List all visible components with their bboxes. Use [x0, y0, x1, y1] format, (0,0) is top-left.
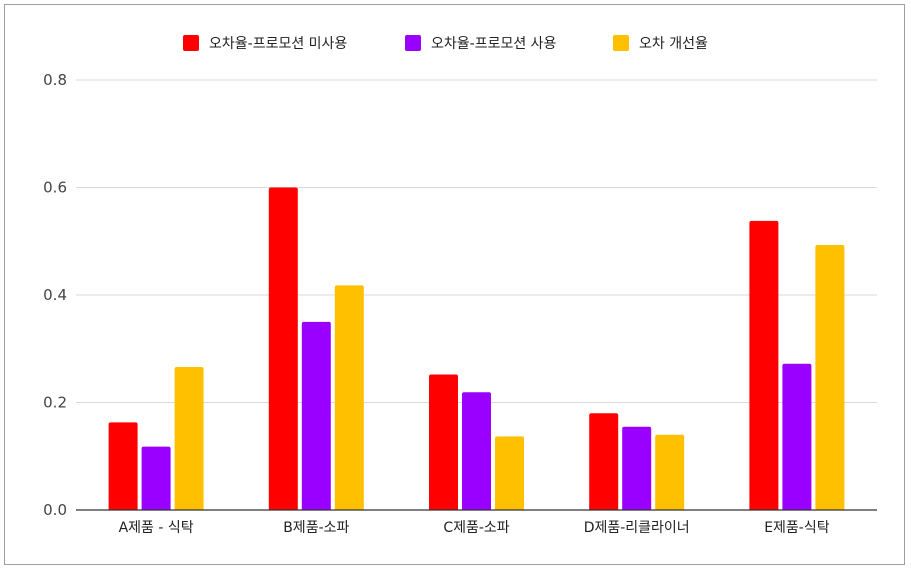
- bar-1-series-3: [174, 367, 204, 510]
- x-tick-label: D제품-리클라이너: [584, 520, 690, 536]
- y-tick-label: 0.2: [43, 394, 67, 412]
- x-tick-label: C제품-소파: [443, 520, 509, 536]
- bar-5-series-1: [749, 220, 779, 510]
- y-tick-label: 0.8: [43, 71, 67, 89]
- legend-swatch: [405, 35, 421, 51]
- bar-2-series-1: [268, 187, 298, 510]
- bars: [108, 187, 845, 510]
- bar-5-series-3: [815, 245, 845, 510]
- x-axis: A제품 - 식탁 B제품-소파 C제품-소파 D제품-리클라이너 E제품-식탁: [76, 509, 877, 536]
- legend-label: 오차율-프로모션 사용: [431, 36, 557, 52]
- bar-1-series-2: [141, 446, 171, 510]
- bar-4-series-3: [655, 434, 685, 510]
- x-tick-label: A제품 - 식탁: [119, 520, 194, 536]
- x-tick-label: E제품-식탁: [764, 520, 830, 536]
- bar-5-series-2: [782, 363, 812, 510]
- y-axis: 0.0 0.2 0.4 0.6 0.8: [43, 71, 67, 519]
- bar-4-series-1: [589, 413, 619, 510]
- legend: 오차율-프로모션 미사용 오차율-프로모션 사용 오차 개선율: [183, 35, 708, 52]
- legend-label: 오차 개선율: [639, 36, 708, 52]
- y-tick-label: 0.4: [43, 286, 67, 304]
- y-tick-label: 0.0: [43, 501, 67, 519]
- y-tick-label: 0.6: [43, 179, 67, 197]
- bar-chart: 오차율-프로모션 미사용 오차율-프로모션 사용 오차 개선율 0.00.20.40…: [43, 35, 877, 536]
- bar-3-series-2: [462, 392, 491, 510]
- bar-2-series-2: [301, 321, 331, 510]
- x-tick-label: B제품-소파: [283, 520, 349, 536]
- bar-2-series-3: [334, 285, 364, 510]
- legend-swatch: [613, 35, 629, 51]
- legend-label: 오차율-프로모션 미사용: [209, 36, 347, 52]
- bar-4-series-2: [622, 426, 652, 510]
- bar-1-series-1: [108, 422, 138, 510]
- chart-frame: 오차율-프로모션 미사용 오차율-프로모션 사용 오차 개선율 0.0 0.2 0.4 0…: [4, 4, 905, 565]
- bar-3-series-1: [429, 374, 458, 510]
- bar-3-series-3: [495, 436, 524, 510]
- legend-swatch: [183, 35, 199, 51]
